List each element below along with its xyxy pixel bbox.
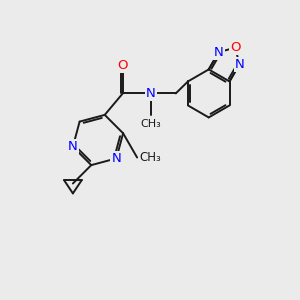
Text: CH₃: CH₃ [139,151,161,164]
Text: N: N [214,46,224,59]
Text: CH₃: CH₃ [140,119,161,129]
Text: N: N [112,152,121,165]
Text: N: N [235,58,244,70]
Text: N: N [146,87,156,100]
Text: O: O [230,41,240,54]
Text: O: O [118,59,128,72]
Text: N: N [68,140,78,153]
